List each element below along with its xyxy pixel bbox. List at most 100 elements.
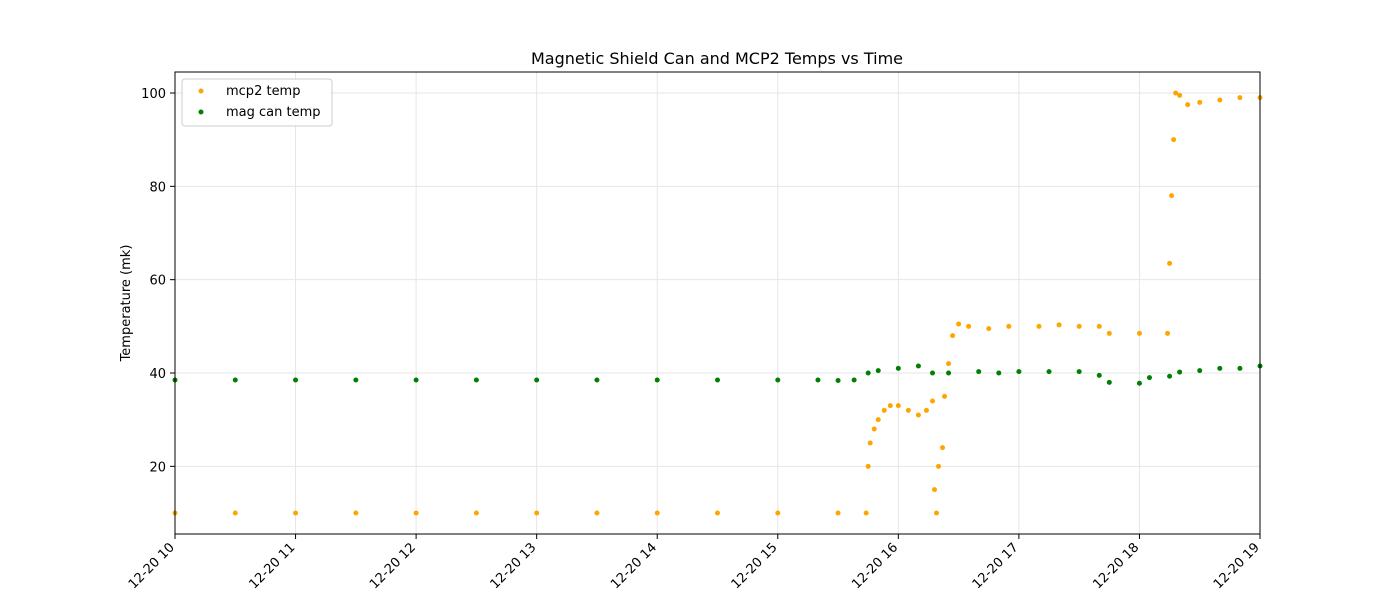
- point-mcp2-temp: [654, 510, 660, 516]
- point-mcp2-temp: [715, 510, 720, 516]
- point-mcp2-temp: [887, 403, 893, 409]
- point-mcp2-temp: [940, 445, 946, 451]
- grid-layer: [174, 72, 1261, 534]
- point-mag-can-temp: [1177, 369, 1183, 375]
- axis-ticks: 12-20 10 12-20 11 12-20 12 12-20 13 12-20 14…: [126, 87, 1263, 592]
- point-mcp2-temp: [293, 510, 299, 516]
- point-mag-can-temp: [1016, 369, 1022, 375]
- point-mcp2-temp: [956, 321, 962, 327]
- x-tick-label: 12-20 16: [849, 540, 901, 592]
- point-mcp2-temp: [1217, 97, 1223, 103]
- point-mcp2-temp: [895, 403, 901, 409]
- x-tick-label: 12-20 18: [1090, 540, 1142, 592]
- x-tick-label: 12-20 19: [1211, 540, 1263, 592]
- x-tick-label: 12-20 10: [126, 540, 178, 592]
- point-mcp2-temp: [1177, 92, 1183, 98]
- point-mag-can-temp: [1237, 365, 1243, 371]
- y-axis-label: Temperature (mk): [119, 245, 134, 363]
- point-mcp2-temp: [1185, 102, 1191, 108]
- x-tick-label: 12-20 13: [488, 540, 540, 592]
- point-mag-can-temp: [1136, 380, 1142, 386]
- point-mag-can-temp: [946, 370, 952, 376]
- point-mcp2-temp: [1036, 323, 1042, 329]
- point-mag-can-temp: [929, 370, 935, 376]
- legend-marker-mag-can-temp: [198, 109, 204, 115]
- point-mcp2-temp: [1136, 330, 1142, 336]
- point-mag-can-temp: [1106, 379, 1112, 385]
- legend-label-mag-can-temp: mag can temp: [226, 105, 321, 120]
- point-mcp2-temp: [863, 510, 869, 516]
- point-mag-can-temp: [1096, 372, 1102, 378]
- point-mag-can-temp: [875, 368, 881, 374]
- point-mcp2-temp: [950, 333, 956, 339]
- point-mcp2-temp: [1167, 260, 1173, 266]
- point-mag-can-temp: [594, 377, 600, 383]
- point-mcp2-temp: [966, 323, 972, 329]
- point-mag-can-temp: [915, 363, 921, 369]
- point-mag-can-temp: [996, 370, 1002, 376]
- point-mcp2-temp: [1165, 330, 1171, 336]
- point-mag-can-temp: [232, 377, 238, 383]
- point-mcp2-temp: [232, 510, 238, 516]
- point-mag-can-temp: [895, 365, 901, 371]
- point-mcp2-temp: [867, 440, 873, 446]
- legend-label-mcp2-temp: mcp2 temp: [226, 84, 300, 99]
- point-mag-can-temp: [835, 377, 841, 383]
- point-mag-can-temp: [534, 377, 540, 383]
- point-mcp2-temp: [923, 407, 929, 413]
- point-mcp2-temp: [936, 463, 942, 469]
- point-mag-can-temp: [851, 377, 857, 383]
- point-mcp2-temp: [1006, 323, 1012, 329]
- point-mcp2-temp: [986, 326, 992, 332]
- point-mcp2-temp: [875, 417, 881, 423]
- x-tick-label: 12-20 11: [246, 540, 298, 592]
- point-mcp2-temp: [871, 426, 877, 432]
- point-mcp2-temp: [1106, 330, 1112, 336]
- point-mag-can-temp: [775, 377, 781, 383]
- point-mcp2-temp: [865, 463, 871, 469]
- point-mcp2-temp: [1197, 99, 1203, 105]
- y-tick-label: 80: [149, 180, 166, 195]
- point-mcp2-temp: [534, 510, 540, 516]
- point-mcp2-temp: [905, 407, 911, 413]
- y-tick-label: 100: [141, 87, 166, 102]
- point-mag-can-temp: [976, 369, 982, 375]
- point-mcp2-temp: [594, 510, 600, 516]
- chart-title: Magnetic Shield Can and MCP2 Temps vs Ti…: [531, 49, 903, 68]
- y-tick-label: 40: [149, 367, 166, 382]
- point-mcp2-temp: [932, 487, 937, 493]
- point-mag-can-temp: [1197, 368, 1203, 374]
- point-mag-can-temp: [353, 377, 359, 383]
- point-mcp2-temp: [915, 412, 921, 418]
- point-mcp2-temp: [1173, 90, 1179, 96]
- point-mcp2-temp: [1096, 323, 1102, 329]
- point-mag-can-temp: [1146, 375, 1152, 381]
- point-mag-can-temp: [815, 377, 821, 383]
- point-mcp2-temp: [775, 510, 781, 516]
- y-tick-label: 20: [149, 460, 166, 475]
- x-tick-label: 12-20 12: [367, 540, 419, 592]
- legend-marker-mcp2-temp: [198, 88, 204, 94]
- point-mcp2-temp: [934, 510, 940, 516]
- point-mcp2-temp: [413, 510, 419, 516]
- point-mcp2-temp: [1237, 95, 1243, 101]
- y-tick-label: 60: [149, 274, 166, 289]
- legend: mcp2 temp mag can temp: [181, 78, 333, 127]
- legend-box: [181, 78, 333, 127]
- point-mcp2-temp: [1169, 193, 1175, 199]
- point-mag-can-temp: [293, 377, 299, 383]
- point-mag-can-temp: [1217, 365, 1223, 371]
- point-mcp2-temp: [881, 407, 887, 413]
- point-mag-can-temp: [473, 377, 479, 383]
- point-mcp2-temp: [835, 510, 841, 516]
- point-mcp2-temp: [473, 510, 479, 516]
- point-mag-can-temp: [715, 377, 720, 383]
- point-mag-can-temp: [1046, 369, 1052, 375]
- point-mcp2-temp: [1171, 137, 1177, 143]
- point-mcp2-temp: [1056, 322, 1062, 328]
- data-points: [172, 90, 1263, 516]
- point-mcp2-temp: [942, 393, 948, 399]
- point-mag-can-temp: [1076, 369, 1082, 375]
- point-mag-can-temp: [1167, 373, 1173, 379]
